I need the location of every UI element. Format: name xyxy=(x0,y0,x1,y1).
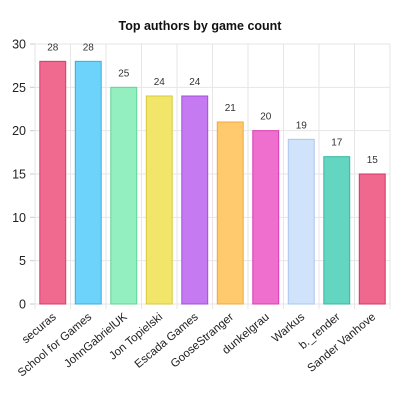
bar xyxy=(358,173,386,305)
bar-value-label: 20 xyxy=(260,112,272,123)
bar xyxy=(252,130,280,305)
y-tick-label: 10 xyxy=(12,211,26,225)
bar-value-label: 19 xyxy=(296,120,308,131)
bar-value-label: 28 xyxy=(83,42,95,53)
y-tick-label: 30 xyxy=(12,38,26,52)
bar xyxy=(323,156,351,305)
y-tick-label: 25 xyxy=(12,81,26,95)
bar xyxy=(181,95,209,305)
bar-value-label: 24 xyxy=(189,77,201,88)
bar xyxy=(74,60,102,305)
bar-value-label: 17 xyxy=(331,138,343,149)
bar-value-label: 28 xyxy=(47,42,59,53)
bar-value-label: 21 xyxy=(225,103,237,114)
bar xyxy=(39,60,67,305)
y-tick-label: 15 xyxy=(12,168,26,182)
chart-title: Top authors by game count xyxy=(118,19,282,33)
x-tick-label: GooseStranger xyxy=(169,311,237,370)
y-tick-label: 5 xyxy=(19,254,26,268)
bar xyxy=(216,121,244,305)
bar-value-label: 15 xyxy=(367,155,379,166)
bar xyxy=(287,138,315,305)
y-tick-label: 20 xyxy=(12,124,26,138)
bar xyxy=(145,95,173,305)
bar xyxy=(110,86,138,305)
y-tick-label: 0 xyxy=(19,298,26,312)
bar-value-label: 24 xyxy=(154,77,166,88)
x-tick-label: Escada Games xyxy=(133,311,201,371)
bar-value-label: 25 xyxy=(118,68,130,79)
x-tick-label: JohnGabrielUK xyxy=(62,311,130,371)
